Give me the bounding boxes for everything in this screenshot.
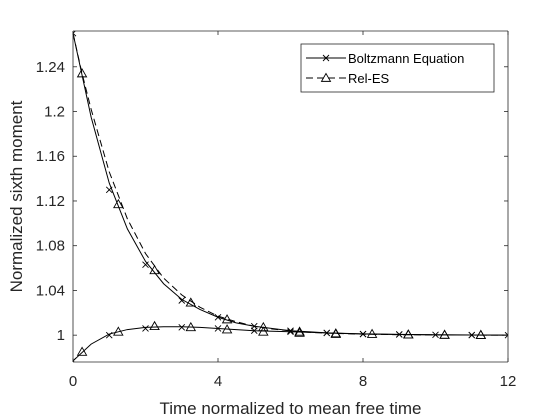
data-point-marker xyxy=(113,198,124,209)
data-point-marker xyxy=(142,261,149,269)
legend-label: Boltzmann Equation xyxy=(348,51,464,66)
y-tick-label: 1.12 xyxy=(36,193,65,210)
y-axis-label: Normalized sixth moment xyxy=(7,100,26,292)
legend-marker xyxy=(320,72,332,82)
legend-entries: Boltzmann Equation Rel-ES xyxy=(306,51,464,86)
data-point-marker xyxy=(221,314,233,324)
data-point-marker xyxy=(294,326,305,336)
data-point-marker xyxy=(432,331,439,339)
series-line xyxy=(73,33,508,336)
data-point-marker xyxy=(403,329,414,339)
x-tick-label: 12 xyxy=(500,373,517,390)
axes-layer xyxy=(72,30,509,363)
data-point-marker xyxy=(178,297,186,304)
legend-label: Rel-ES xyxy=(348,71,390,86)
y-tick-label: 1.08 xyxy=(36,238,65,255)
data-point-marker xyxy=(395,331,403,338)
y-tick-label: 1.04 xyxy=(36,282,65,299)
data-point-marker xyxy=(105,331,113,339)
data-point-marker xyxy=(185,321,197,332)
data-point-marker xyxy=(258,321,269,332)
series-rel-es xyxy=(73,33,508,356)
data-point-marker xyxy=(366,328,378,338)
x-tick-label: 0 xyxy=(69,373,77,390)
data-point-marker xyxy=(287,327,294,335)
data-point-marker xyxy=(287,328,294,336)
data-point-marker xyxy=(105,186,113,194)
series-layer xyxy=(73,31,508,362)
data-point-marker xyxy=(214,313,222,321)
x-tick-label: 4 xyxy=(214,373,222,390)
y-tick-label: 1.2 xyxy=(44,104,65,121)
tick-labels: 0 4 8 12 1 1.04 1.08 1.12 1.16 1.2 1.24 xyxy=(36,59,517,390)
x-axis-label: Time normalized to mean free time xyxy=(159,399,421,418)
data-point-marker xyxy=(504,331,508,339)
data-point-marker xyxy=(76,346,88,356)
data-point-marker xyxy=(149,320,160,331)
data-point-marker xyxy=(258,326,269,336)
data-point-marker xyxy=(221,324,233,334)
y-tick-label: 1.24 xyxy=(36,59,65,76)
data-point-marker xyxy=(178,324,186,331)
data-point-marker xyxy=(76,68,88,78)
legend-marker xyxy=(322,54,330,62)
data-point-marker xyxy=(113,326,124,336)
data-point-marker xyxy=(214,325,222,332)
data-point-marker xyxy=(475,329,487,339)
data-point-marker xyxy=(330,328,342,338)
data-point-marker xyxy=(142,325,149,332)
legend: Boltzmann Equation Rel-ES xyxy=(300,43,495,93)
data-point-marker xyxy=(149,264,160,275)
data-point-marker xyxy=(250,327,258,335)
legend-entry: Boltzmann Equation xyxy=(306,51,464,66)
legend-entry: Rel-ES xyxy=(306,71,390,86)
data-point-marker xyxy=(294,327,305,337)
y-tick-label: 1.16 xyxy=(36,148,65,165)
legend-box xyxy=(300,43,495,93)
data-point-marker xyxy=(439,329,450,339)
y-tick-label: 1 xyxy=(57,327,65,344)
data-point-marker xyxy=(73,357,77,362)
x-tick-label: 8 xyxy=(359,373,367,390)
data-point-marker xyxy=(185,297,197,307)
